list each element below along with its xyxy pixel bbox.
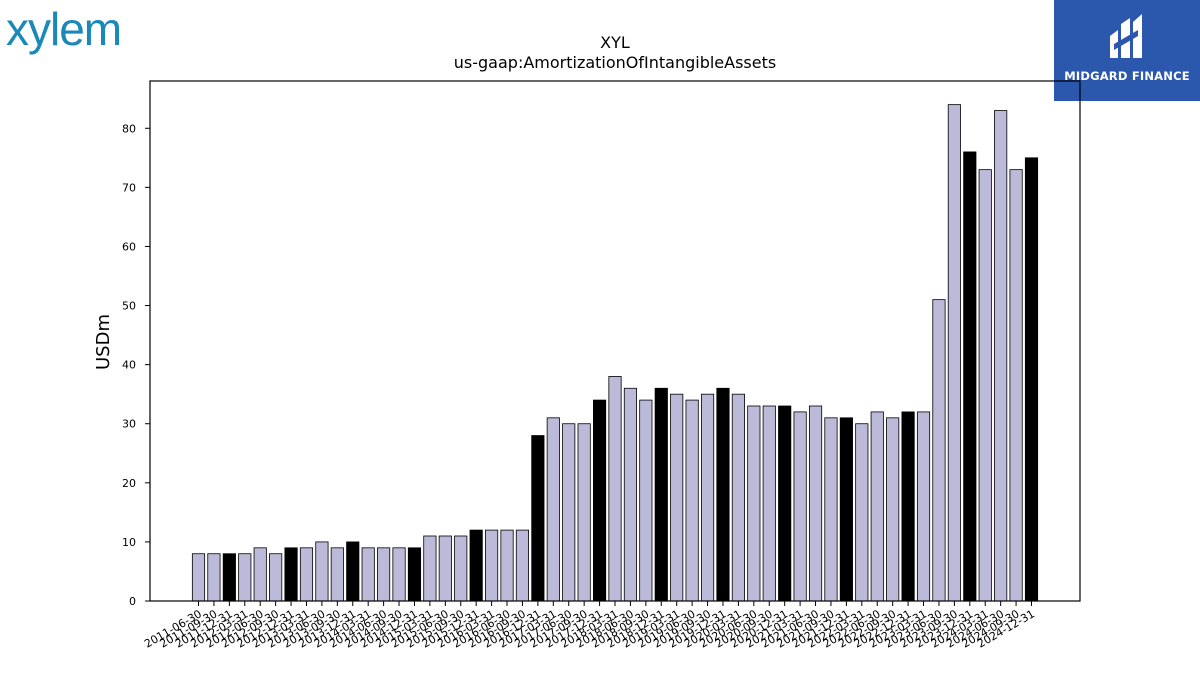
bar-2018-09-30 bbox=[639, 399, 653, 602]
y-tick-label: 60 bbox=[122, 240, 136, 253]
bar-2015-12-31 bbox=[469, 529, 483, 602]
y-tick-label: 50 bbox=[122, 300, 136, 313]
bar-2015-03-31 bbox=[423, 535, 437, 602]
bar-2019-09-30 bbox=[700, 393, 715, 602]
bar-2012-09-30 bbox=[269, 553, 283, 602]
bar-2011-12-31 bbox=[222, 553, 236, 602]
y-tick-label: 70 bbox=[122, 181, 136, 194]
bar-2020-03-31 bbox=[731, 393, 745, 602]
bar-2013-09-30 bbox=[330, 547, 344, 602]
bar-2023-09-30 bbox=[947, 104, 961, 602]
bar-2014-12-31 bbox=[407, 547, 422, 602]
bar-2012-06-30 bbox=[253, 547, 267, 602]
bar-2023-12-31 bbox=[963, 151, 977, 602]
bar-2020-09-30 bbox=[762, 405, 776, 602]
bar-2013-06-30 bbox=[315, 541, 329, 602]
y-tick-label: 80 bbox=[122, 122, 136, 135]
y-axis-label: USDm bbox=[93, 314, 114, 370]
bar-2014-06-30 bbox=[377, 547, 391, 602]
bar-2020-06-30 bbox=[747, 405, 761, 602]
bar-2024-03-31 bbox=[978, 169, 992, 602]
midgard-finance-logo: MIDGARD FINANCE bbox=[1054, 0, 1200, 101]
bar-2018-03-31 bbox=[608, 376, 622, 602]
bar-2024-12-31 bbox=[1024, 157, 1039, 602]
y-tick-label: 10 bbox=[122, 536, 136, 549]
chart-subtitle: us-gaap:AmortizationOfIntangibleAssets bbox=[454, 53, 776, 72]
bar-2013-12-31 bbox=[346, 541, 360, 602]
bar-2014-03-31 bbox=[361, 547, 375, 602]
y-tick-label: 20 bbox=[122, 477, 136, 490]
bar-2017-06-30 bbox=[562, 423, 576, 602]
bar-2022-09-30 bbox=[886, 417, 900, 602]
bar-2016-12-31 bbox=[531, 435, 545, 602]
bar-2012-03-31 bbox=[238, 553, 252, 602]
bar-2016-03-31 bbox=[485, 529, 499, 602]
bar-2018-06-30 bbox=[623, 387, 638, 602]
bar-2019-06-30 bbox=[685, 399, 699, 602]
bar-2024-06-30 bbox=[994, 110, 1008, 602]
bar-2015-09-30 bbox=[454, 535, 468, 602]
bar-2020-12-31 bbox=[778, 405, 792, 602]
y-tick-label: 40 bbox=[122, 359, 136, 372]
bar-2023-03-31 bbox=[916, 411, 931, 602]
bar-2012-12-31 bbox=[284, 547, 298, 602]
bar-2022-03-31 bbox=[855, 423, 869, 602]
xylem-logo: xylem bbox=[6, 3, 122, 55]
bar-2022-12-31 bbox=[901, 411, 915, 602]
bar-2021-06-30 bbox=[808, 405, 823, 602]
y-tick-label: 0 bbox=[129, 595, 136, 608]
bar-2017-03-31 bbox=[546, 417, 560, 602]
bar-2017-12-31 bbox=[593, 399, 607, 602]
bar-2024-09-30 bbox=[1009, 169, 1023, 602]
midgard-mark-icon bbox=[1110, 14, 1142, 58]
bar-2021-03-31 bbox=[793, 411, 807, 602]
bar-2014-09-30 bbox=[392, 547, 406, 602]
bar-2017-09-30 bbox=[577, 423, 591, 602]
bar-2022-06-30 bbox=[870, 411, 884, 602]
bar-2023-06-30 bbox=[932, 299, 946, 602]
bar-2019-03-31 bbox=[670, 393, 684, 602]
bar-2021-09-30 bbox=[824, 417, 838, 602]
bar-2015-06-30 bbox=[438, 535, 452, 602]
midgard-finance-wordmark: MIDGARD FINANCE bbox=[1064, 69, 1190, 83]
bar-2011-06-30 bbox=[191, 553, 206, 602]
bar-2018-12-31 bbox=[654, 387, 668, 602]
chart-title: XYL bbox=[600, 33, 630, 52]
bar-2021-12-31 bbox=[839, 417, 853, 602]
bar-2019-12-31 bbox=[716, 387, 730, 602]
bar-2016-06-30 bbox=[500, 529, 514, 602]
plot-frame bbox=[149, 80, 1081, 602]
bar-2011-09-30 bbox=[207, 553, 221, 602]
bar-2016-09-30 bbox=[515, 529, 530, 602]
bar-2013-03-31 bbox=[299, 547, 314, 602]
y-tick-label: 30 bbox=[122, 418, 136, 431]
